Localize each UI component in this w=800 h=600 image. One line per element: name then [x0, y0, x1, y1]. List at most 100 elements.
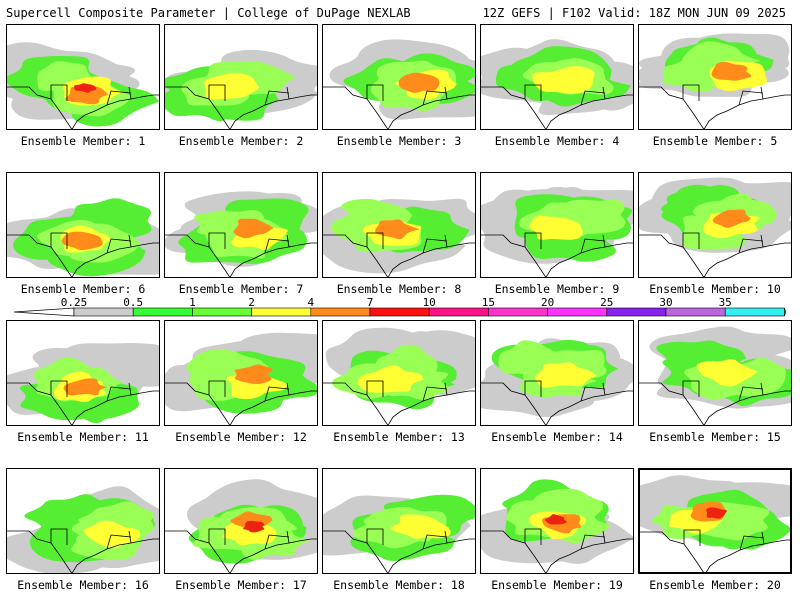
colorbar-tick-label: 1	[189, 296, 196, 309]
state-border	[524, 528, 606, 550]
scp-map-14	[481, 338, 633, 425]
colorbar-segment	[606, 307, 667, 317]
state-border	[366, 528, 448, 550]
scp-map-8	[323, 198, 475, 277]
scp-contour-level-6	[544, 514, 567, 525]
scp-map-4	[481, 39, 633, 129]
coastline	[545, 390, 633, 425]
ensemble-panel-15	[638, 320, 792, 426]
scp-map-6	[7, 198, 159, 277]
coastline	[71, 242, 159, 277]
colorbar-segment	[724, 307, 785, 317]
colorbar-segment	[73, 307, 134, 317]
panel-label: Ensemble Member: 13	[333, 430, 465, 444]
panel-label: Ensemble Member: 11	[17, 430, 149, 444]
ensemble-panel-3	[322, 24, 476, 130]
panel-label: Ensemble Member: 9	[494, 282, 620, 296]
colorbar-max-arrow	[784, 307, 787, 317]
scp-contour-level-5	[65, 86, 108, 105]
panel-label: Ensemble Member: 2	[178, 134, 304, 148]
scp-map-10	[639, 177, 791, 277]
header: Supercell Composite Parameter | College …	[0, 0, 800, 22]
state-border	[524, 380, 606, 402]
map-title: Supercell Composite Parameter | College …	[6, 6, 411, 20]
state-border	[524, 232, 606, 254]
state-border	[208, 232, 290, 254]
panel-label: Ensemble Member: 14	[491, 430, 623, 444]
coastline	[387, 242, 475, 277]
coastline	[705, 539, 790, 572]
state-border	[208, 528, 290, 550]
coastline	[703, 94, 791, 129]
coastline	[229, 94, 317, 129]
ensemble-panel-2	[164, 24, 318, 130]
scp-contour-level-4	[357, 365, 425, 393]
scp-contour-level-5	[398, 72, 440, 93]
state-border	[208, 380, 290, 402]
colorbar-tick-label: 7	[366, 296, 374, 309]
colorbar-tick-label: 35	[718, 296, 732, 309]
scp-contour-level-5	[711, 61, 752, 81]
ensemble-panel-18	[322, 468, 476, 574]
state-border	[50, 84, 132, 106]
valid-time: 12Z GEFS | F102 Valid: 18Z MON JUN 09 20…	[482, 6, 786, 20]
state-border	[682, 232, 764, 254]
scp-contour-level-4	[532, 66, 595, 94]
colorbar-segment	[310, 307, 371, 317]
panel-label: Ensemble Member: 3	[336, 134, 462, 148]
ensemble-panel-8	[322, 172, 476, 278]
state-border	[524, 84, 606, 106]
ensemble-panel-10	[638, 172, 792, 278]
ensemble-panel-1	[6, 24, 160, 130]
scp-contour-level-6	[706, 507, 727, 519]
state-border	[682, 380, 764, 402]
coastline	[387, 538, 475, 573]
ensemble-panel-13	[322, 320, 476, 426]
ensemble-panel-5	[638, 24, 792, 130]
state-border	[50, 232, 132, 254]
scp-contour-level-4	[535, 362, 597, 388]
ensemble-panel-16	[6, 468, 160, 574]
state-border	[366, 380, 448, 402]
coastline	[387, 94, 475, 129]
panel-label: Ensemble Member: 7	[178, 282, 304, 296]
panel-label: Ensemble Member: 4	[494, 134, 620, 148]
scp-contour-level-4	[84, 520, 141, 549]
coastline	[545, 94, 633, 129]
panel-label: Ensemble Member: 16	[17, 578, 149, 592]
colorbar-tick-label: 4	[307, 296, 315, 309]
colorbar-tick-label: 0.5	[123, 296, 144, 309]
coastline	[71, 390, 159, 425]
scp-map-13	[323, 327, 475, 425]
colorbar-segment	[547, 307, 608, 317]
colorbar-tick-label: 10	[422, 296, 436, 309]
scp-contour-level-6	[243, 520, 265, 533]
panel-label: Ensemble Member: 18	[333, 578, 465, 592]
scp-contour-level-5	[712, 209, 751, 228]
ensemble-panel-6	[6, 172, 160, 278]
coastline	[71, 538, 159, 573]
scp-map-7	[165, 191, 317, 277]
scp-contour-level-5	[233, 218, 274, 239]
coastline	[545, 538, 633, 573]
scp-map-17	[165, 479, 317, 573]
colorbar-segment	[369, 307, 430, 317]
panel-label: Ensemble Member: 5	[652, 134, 778, 148]
colorbar-tick-label: 20	[540, 296, 555, 309]
colorbar-tick-label: 15	[481, 296, 496, 309]
scp-map-2	[165, 49, 317, 129]
state-border	[208, 84, 290, 106]
ensemble-panel-12	[164, 320, 318, 426]
colorbar-tick-label: 25	[600, 296, 614, 309]
ensemble-panel-20	[638, 468, 792, 574]
scp-map-3	[323, 39, 475, 129]
scp-contour-level-5	[375, 219, 420, 240]
colorbar-segment	[192, 307, 252, 317]
panel-label: Ensemble Member: 6	[20, 282, 146, 296]
panel-label: Ensemble Member: 20	[649, 578, 781, 592]
coastline	[703, 242, 791, 277]
scp-map-19	[481, 479, 633, 573]
colorbar-segment	[488, 307, 548, 317]
scp-map-15	[639, 326, 791, 425]
scp-contour-level-5	[234, 364, 273, 385]
